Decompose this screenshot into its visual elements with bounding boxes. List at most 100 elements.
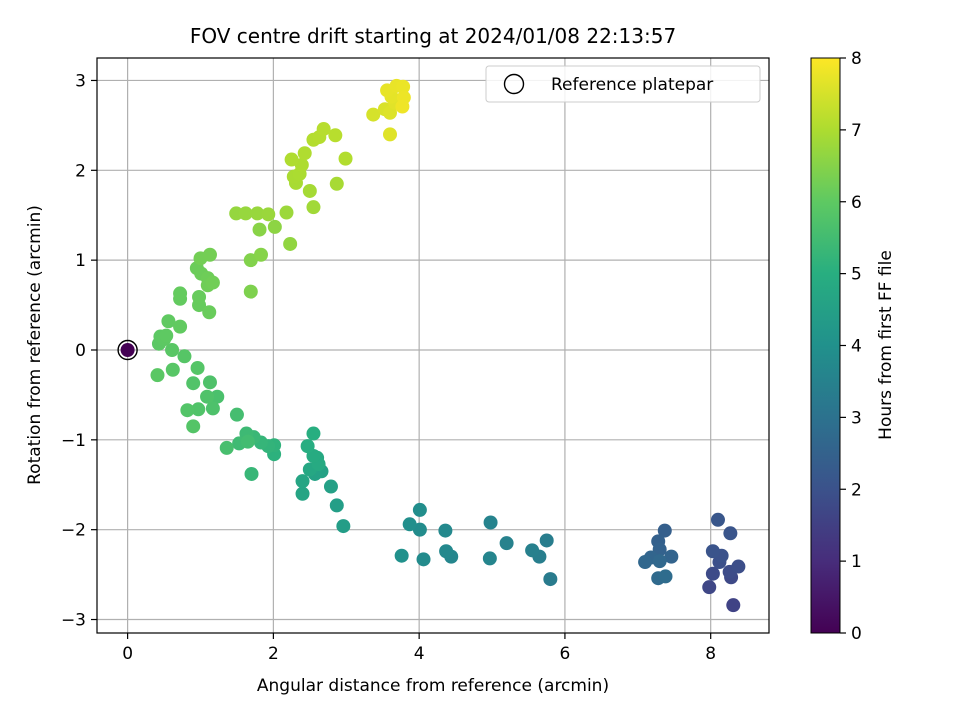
data-point <box>165 342 180 357</box>
data-point <box>267 219 282 234</box>
y-tick-label: 0 <box>75 341 86 361</box>
data-point <box>395 99 410 114</box>
data-point <box>723 526 738 541</box>
data-point <box>412 502 427 517</box>
data-point <box>186 376 201 391</box>
data-point <box>177 349 192 364</box>
data-point <box>159 328 174 343</box>
x-tick-label: 8 <box>705 644 716 664</box>
data-point <box>300 439 315 454</box>
data-point <box>229 407 244 422</box>
y-axis-label: Rotation from reference (arcmin) <box>25 205 45 485</box>
data-point <box>416 552 431 567</box>
data-point <box>283 236 298 251</box>
colorbar-tick-label: 5 <box>851 265 862 285</box>
data-point <box>165 362 180 377</box>
data-point <box>295 474 310 489</box>
data-point <box>329 498 344 513</box>
data-point <box>658 569 673 584</box>
data-point <box>396 79 411 94</box>
data-point <box>150 368 165 383</box>
data-point <box>543 572 558 587</box>
data-point <box>191 402 206 417</box>
y-axis-ticks: −3 −2 −1 0 1 2 3 <box>61 71 97 631</box>
data-point <box>238 206 253 221</box>
data-point <box>202 375 217 390</box>
data-point <box>202 247 217 262</box>
colorbar-tick-label: 3 <box>851 408 862 428</box>
data-point <box>279 205 294 220</box>
y-tick-label: −1 <box>61 431 86 451</box>
data-point <box>439 544 454 559</box>
legend-box <box>485 65 761 103</box>
data-point <box>200 389 215 404</box>
data-point <box>205 401 220 416</box>
x-tick-label: 0 <box>122 644 133 664</box>
plot-frame <box>96 57 770 634</box>
y-tick-label: 1 <box>75 251 86 271</box>
data-point <box>297 146 312 161</box>
data-point <box>702 580 717 595</box>
x-axis-ticks: 0 2 4 6 8 <box>122 633 716 664</box>
colorbar-tick-label: 7 <box>851 121 862 141</box>
x-tick-label: 6 <box>560 644 571 664</box>
reference-point <box>120 342 135 357</box>
y-tick-label: 2 <box>75 161 86 181</box>
colorbar-tick-label: 1 <box>851 552 862 572</box>
data-point <box>284 152 299 167</box>
y-tick-label: −3 <box>61 611 86 631</box>
data-point <box>539 533 554 548</box>
x-tick-label: 2 <box>268 644 279 664</box>
x-axis-label: Angular distance from reference (arcmin) <box>257 676 609 696</box>
data-point <box>250 206 265 221</box>
data-points <box>117 78 746 613</box>
chart-title: FOV centre drift starting at 2024/01/08 … <box>190 24 676 48</box>
data-point <box>161 314 176 329</box>
colorbar-ticks: 0 1 2 3 4 5 6 7 8 <box>840 49 862 644</box>
data-point <box>173 319 188 334</box>
data-point <box>336 519 351 534</box>
data-point <box>525 543 540 558</box>
data-point <box>328 128 343 143</box>
data-point <box>338 151 353 166</box>
data-point <box>731 559 746 574</box>
data-point <box>180 403 195 418</box>
data-point <box>366 107 381 122</box>
data-point <box>705 544 720 559</box>
data-point <box>252 222 267 237</box>
colorbar-tick-label: 0 <box>851 624 862 644</box>
data-point <box>253 247 268 262</box>
data-point <box>638 555 653 570</box>
colorbar-label: Hours from first FF file <box>876 250 896 440</box>
legend-reference-marker <box>503 73 525 95</box>
data-point <box>240 434 255 449</box>
data-point <box>261 207 276 222</box>
data-point <box>726 598 741 613</box>
data-point <box>302 183 317 198</box>
data-point <box>316 121 331 136</box>
data-point <box>499 536 514 551</box>
data-point <box>329 176 344 191</box>
legend-reference-label: Reference platepar <box>551 75 713 95</box>
data-point <box>210 389 225 404</box>
data-point <box>192 289 207 304</box>
data-point <box>482 551 497 566</box>
x-tick-label: 4 <box>414 644 425 664</box>
data-point <box>295 486 310 501</box>
data-point <box>382 127 397 142</box>
grid <box>97 58 769 633</box>
colorbar-gradient <box>810 57 841 634</box>
data-point <box>438 523 453 538</box>
reference-point-ring <box>117 339 138 361</box>
data-point <box>190 360 205 375</box>
data-point <box>652 554 667 569</box>
data-point <box>306 200 321 215</box>
data-point <box>657 523 672 538</box>
colorbar-tick-label: 2 <box>851 480 862 500</box>
legend: Reference platepar <box>485 65 761 103</box>
data-point <box>306 426 321 441</box>
data-point <box>710 512 725 527</box>
data-point <box>186 419 201 434</box>
data-point <box>173 286 188 301</box>
